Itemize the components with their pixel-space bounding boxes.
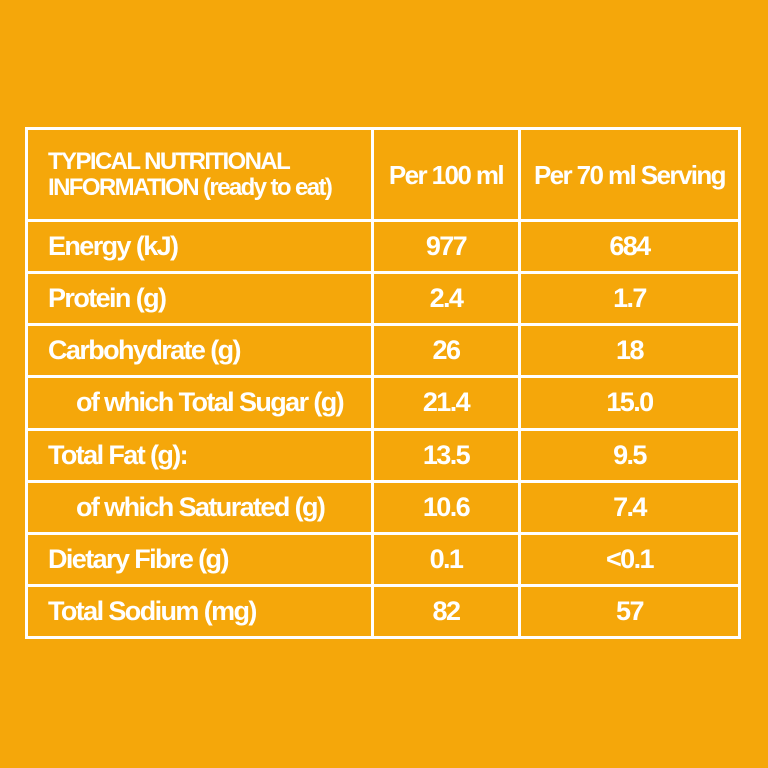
nutrient-value: 18: [517, 323, 742, 379]
table-row: Total Sodium (mg) 82 57: [25, 583, 742, 640]
nutrient-value: 2.4: [371, 271, 521, 327]
table-row: Total Fat (g): 13.5 9.5: [25, 427, 742, 483]
table-row: of which Saturated (g) 10.6 7.4: [25, 479, 742, 535]
table-row: Carbohydrate (g) 26 18: [25, 323, 742, 379]
nutrient-value: 13.5: [371, 427, 521, 483]
nutrient-value: 684: [517, 218, 742, 275]
nutrient-value: 7.4: [517, 479, 742, 535]
nutrient-value: 1.7: [517, 271, 742, 327]
nutrition-table: TYPICAL NUTRITIONAL INFORMATION (ready to…: [25, 127, 742, 640]
nutrient-label: Total Fat (g):: [25, 427, 374, 483]
header-line: INFORMATION (ready to eat): [48, 173, 333, 201]
header-row: TYPICAL NUTRITIONAL INFORMATION (ready to…: [25, 127, 742, 222]
nutrient-label: Protein (g): [25, 271, 374, 327]
table-row: Protein (g) 2.4 1.7: [25, 271, 742, 327]
nutrient-value: 21.4: [371, 375, 521, 431]
nutrient-value: 15.0: [517, 375, 742, 431]
header-cell: Per 100 ml: [371, 127, 521, 222]
nutrient-label: of which Total Sugar (g): [25, 375, 374, 431]
nutrient-value: 10.6: [371, 479, 521, 535]
nutrient-label: of which Saturated (g): [25, 479, 374, 535]
nutrient-value: 57: [517, 583, 742, 640]
nutrient-value: 26: [371, 323, 521, 379]
nutrient-value: <0.1: [517, 531, 742, 587]
nutrient-value: 977: [371, 218, 521, 275]
header-cell: Per 70 ml Serving: [517, 127, 742, 222]
header-line: TYPICAL NUTRITIONAL: [48, 148, 291, 176]
nutrient-value: 82: [371, 583, 521, 640]
nutrient-label: Carbohydrate (g): [25, 323, 374, 379]
nutrient-label: Energy (kJ): [25, 218, 374, 275]
nutrient-value: 9.5: [517, 427, 742, 483]
header-cell: TYPICAL NUTRITIONAL INFORMATION (ready to…: [25, 127, 374, 222]
nutrient-label: Total Sodium (mg): [25, 583, 374, 640]
table-row: Dietary Fibre (g) 0.1 <0.1: [25, 531, 742, 587]
nutrient-label: Dietary Fibre (g): [25, 531, 374, 587]
nutrient-value: 0.1: [371, 531, 521, 587]
table-row: Energy (kJ) 977 684: [25, 218, 742, 275]
table-body: TYPICAL NUTRITIONAL INFORMATION (ready to…: [25, 127, 742, 640]
table-row: of which Total Sugar (g) 21.4 15.0: [25, 375, 742, 431]
